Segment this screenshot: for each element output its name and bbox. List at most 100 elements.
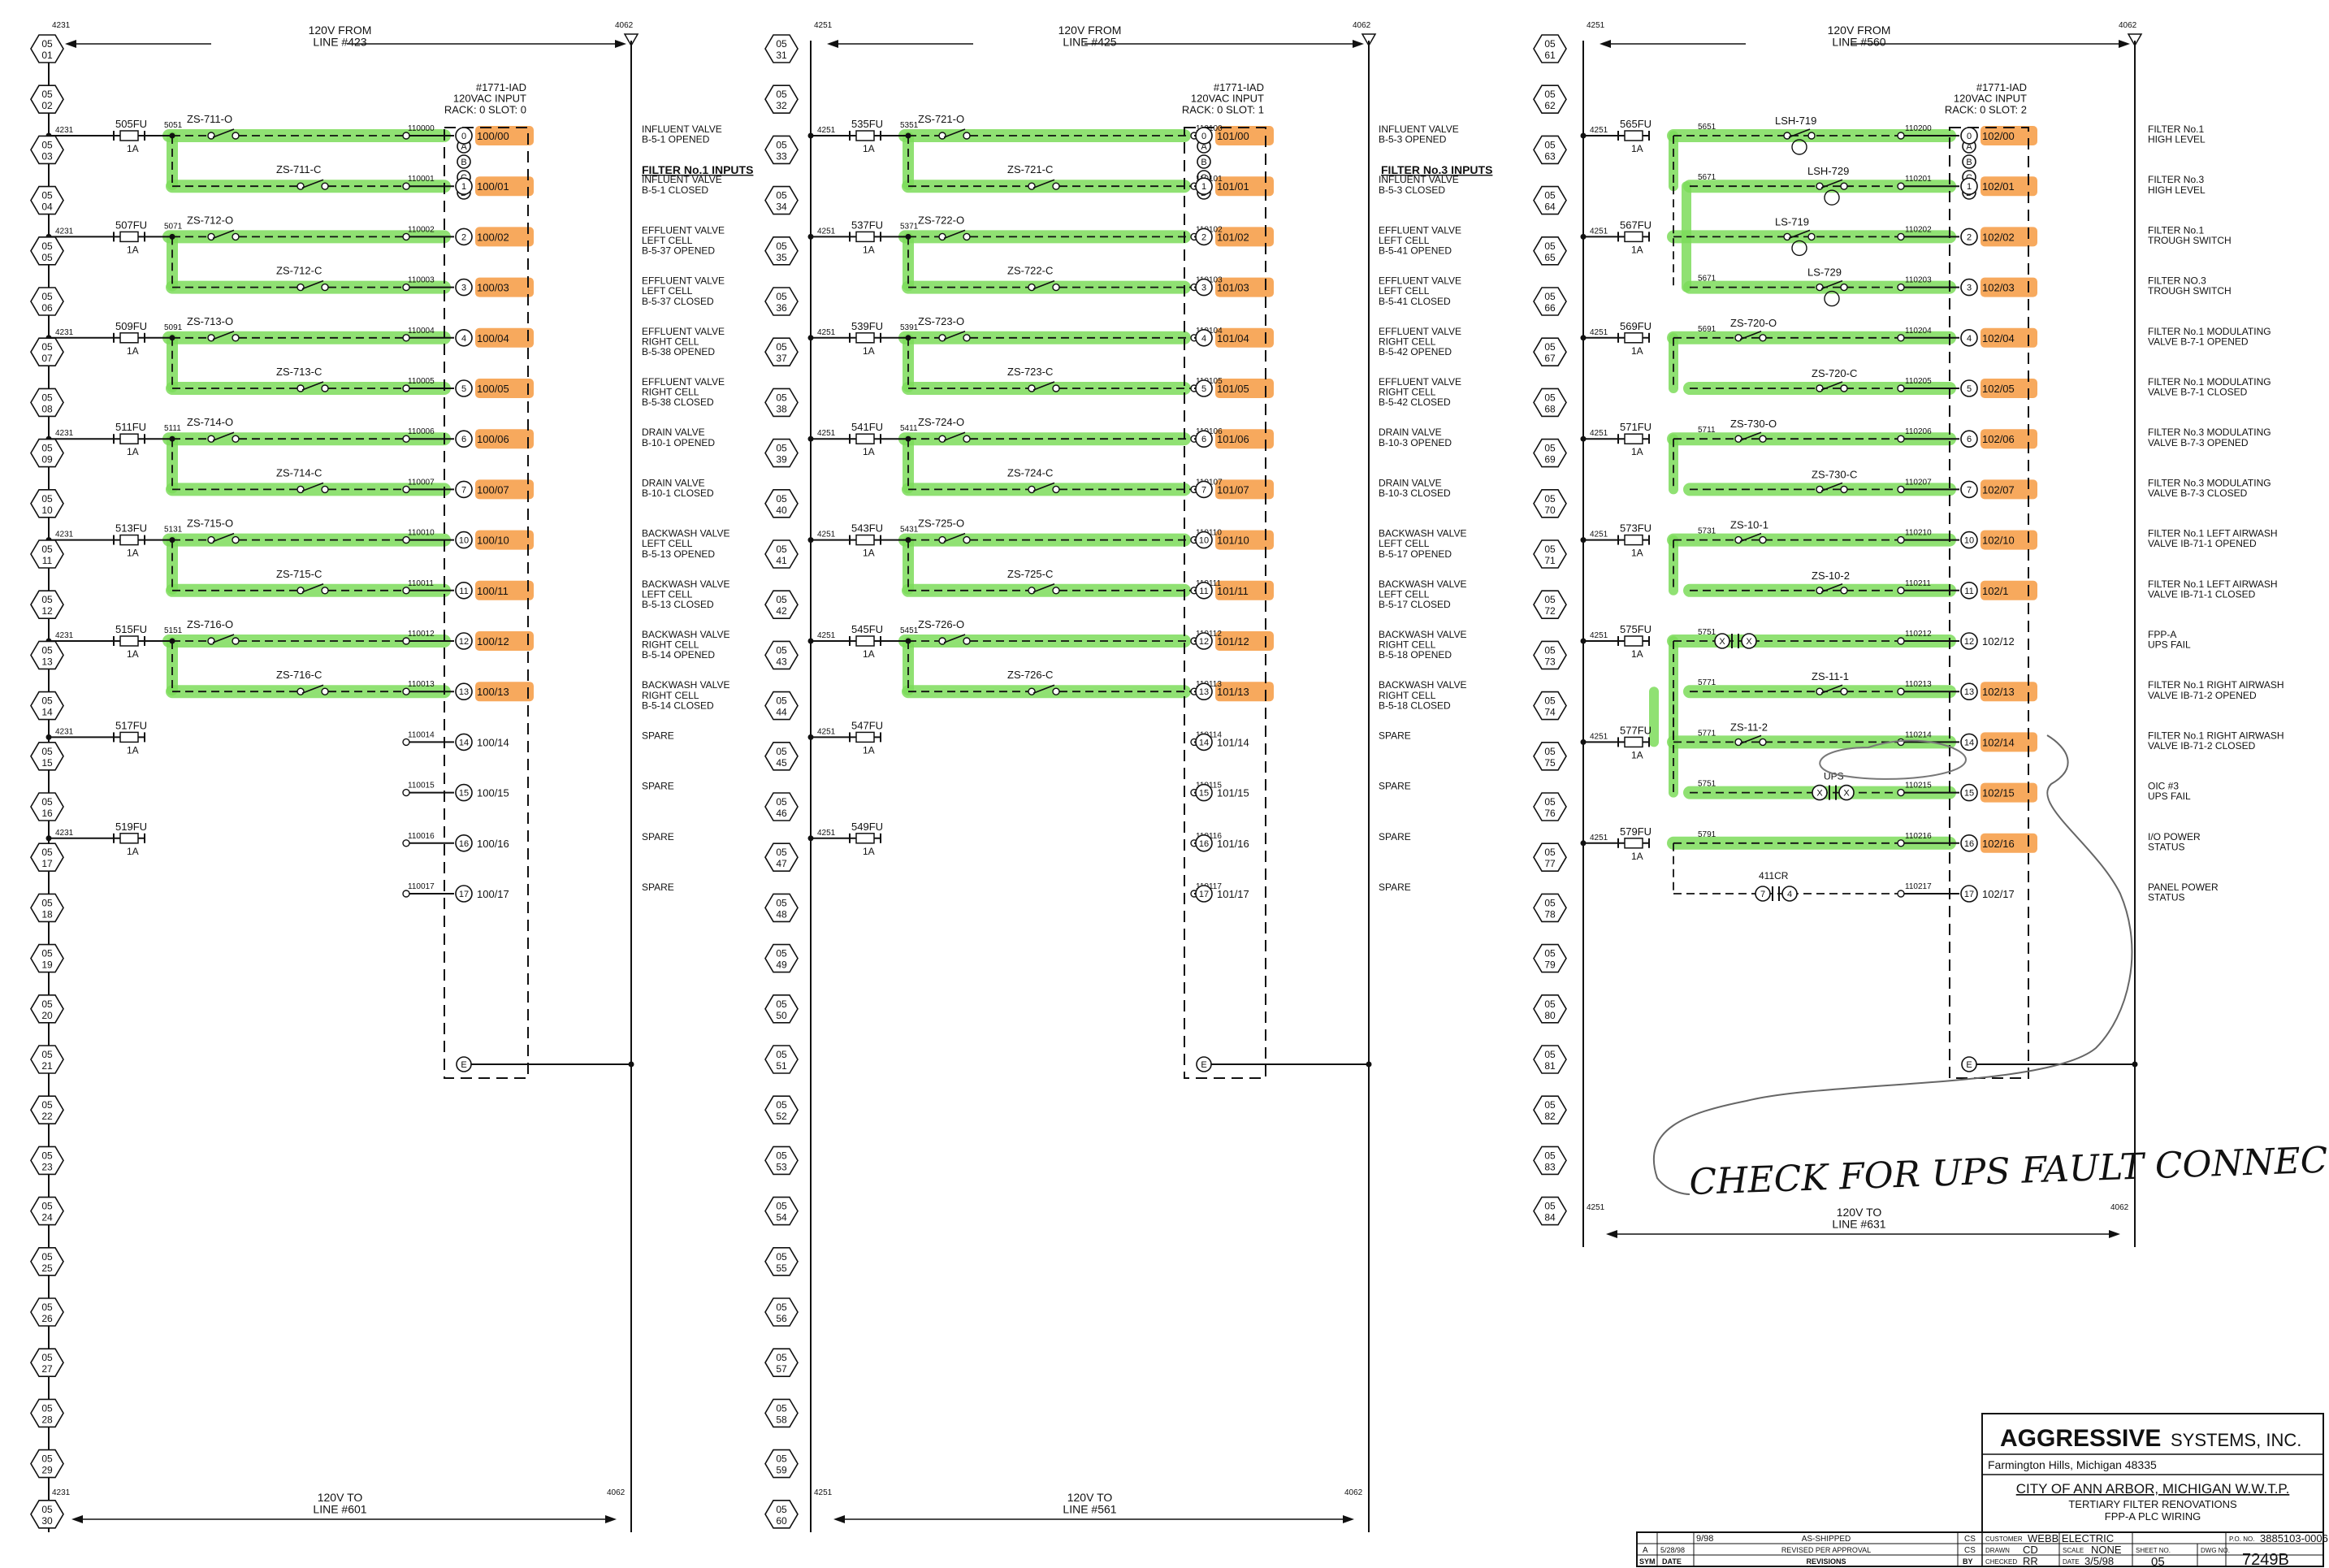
io-address: 102/17 [1982, 888, 2015, 900]
fuse-539FU-body [855, 332, 875, 344]
limit-switch-ZS-723-O-contact-a [938, 334, 946, 342]
fuse-571FU-body [1624, 433, 1643, 444]
input-terminal-12-circle [1960, 632, 1978, 650]
terminal-post [1897, 334, 1905, 342]
source-wire-number: 4231 [55, 328, 74, 337]
line-number-32-sheet: 05 [776, 89, 787, 100]
node-wire-number: 5671 [1698, 173, 1716, 182]
source-wire-number: 4231 [55, 531, 74, 539]
line-number-77-number: 77 [1544, 858, 1556, 869]
line-number-43-hexagon [764, 640, 799, 670]
orange-highlight [1981, 782, 2037, 803]
limit-switch-ZS-725-C-contact-b [1052, 587, 1060, 595]
source-wire-number: 4251 [1590, 227, 1608, 236]
line-number-26-sheet: 05 [41, 1302, 53, 1313]
orange-highlight [1981, 126, 2037, 145]
input-terminal-2-text: 2 [461, 232, 466, 242]
io-address: 102/06 [1982, 433, 2015, 445]
input-terminal-7-circle [1195, 480, 1213, 499]
line-number-15-sheet: 05 [41, 746, 53, 757]
supply-footer: 120V TO LINE #561 [1063, 1491, 1116, 1516]
input-description: SPARE [1379, 881, 1411, 893]
input-terminal-5-circle [455, 379, 473, 397]
io-module-label: #1771-IAD 120VAC INPUT RACK: 0 SLOT: 2 [1945, 81, 2027, 115]
terminal-post [1897, 839, 1905, 847]
node-wire-number: 5371 [900, 222, 919, 231]
line-number-83-sheet: 05 [1544, 1150, 1556, 1161]
input-terminal-16-circle [455, 834, 473, 852]
input-description: EFFLUENT VALVE LEFT CELL B-5-41 OPENED [1379, 224, 1461, 256]
wire-number-top-left: 4251 [1587, 21, 1605, 30]
io-address: 100/04 [477, 332, 509, 344]
io-address: 100/02 [477, 231, 509, 243]
line-number-43-sheet: 05 [776, 644, 787, 656]
terminal-post [1897, 283, 1905, 292]
sheet-label: SHEET NO. [2136, 1547, 2171, 1554]
line-number-35-number: 35 [776, 252, 787, 263]
line-number-41-sheet: 05 [776, 544, 787, 555]
line-number-65-sheet: 05 [1544, 240, 1556, 252]
node-wire-number: 5451 [900, 626, 919, 635]
limit-switch-ZS-716-O-blade [212, 634, 235, 643]
fuse-577FU-amp: 1A [1631, 749, 1643, 760]
line-number-36-hexagon [764, 287, 799, 316]
input-terminal-14-text: 14 [459, 738, 469, 747]
customer-label: CUSTOMER [1985, 1536, 2023, 1543]
io-address: 100/07 [477, 483, 509, 496]
limit-switch-ZS-711-O-blade [212, 128, 235, 138]
input-description: BACKWASH VALVE RIGHT CELL B-5-18 CLOSED [1379, 679, 1466, 711]
switch-tag: ZS-716-O [187, 618, 233, 630]
input-description: FILTER No.3 MODULATING VALVE B-7-3 OPENED [2148, 427, 2271, 448]
fuse-541FU-amp: 1A [863, 446, 875, 457]
line-number-62-hexagon [1533, 84, 1567, 114]
panel-1: 505FU1A507FU1A509FU1A511FU1A513FU1A515FU… [45, 33, 639, 1532]
terminal-post [1897, 738, 1905, 747]
limit-switch-ZS-724-C-blade [1032, 482, 1055, 492]
ground-terminal-circle [1196, 1056, 1212, 1072]
limit-switch-ZS-10-1-contact-b [1759, 535, 1767, 544]
line-number-49-hexagon [764, 943, 799, 973]
line-number-44-sheet: 05 [776, 695, 787, 707]
io-address: 101/10 [1217, 535, 1249, 547]
line-number-13-hexagon [30, 640, 64, 670]
junction-dot [1580, 335, 1587, 341]
node-wire-number: 5731 [1698, 527, 1716, 536]
line-number-49-number: 49 [776, 959, 787, 971]
orange-highlight [1215, 126, 1274, 145]
line-number-61-sheet: 05 [1544, 38, 1556, 50]
source-wire-number: 4231 [55, 227, 74, 236]
line-number-17-number: 17 [41, 858, 53, 869]
orange-highlight [1981, 682, 2037, 702]
line-number-61-number: 61 [1544, 50, 1556, 61]
limit-switch-ZS-716-C-contact-b [321, 687, 329, 695]
input-terminal-13-text: 13 [1199, 687, 1209, 697]
line-number-12-number: 12 [41, 605, 53, 617]
rev-1-desc: AS-SHIPPED [1802, 1535, 1851, 1544]
terminal-address: 110005 [408, 377, 435, 386]
limit-switch-ZS-715-C-contact-a [297, 587, 305, 595]
limit-switch-ZS-726-O-contact-a [938, 637, 946, 645]
io-address: 101/00 [1217, 130, 1249, 142]
panel-2: 535FU1A537FU1A539FU1A541FU1A543FU1A545FU… [807, 33, 1377, 1532]
line-number-45-hexagon [764, 741, 799, 771]
input-terminal-5-circle [1195, 379, 1213, 397]
line-number-03-hexagon [30, 135, 64, 165]
switch-tag: LS-719 [1775, 215, 1809, 227]
input-description: SPARE [642, 831, 674, 842]
panel-3: 565FU1A567FU1A569FU1A571FU1A573FU1A575FU… [1580, 33, 2143, 1247]
fuse-505FU-body [119, 130, 139, 141]
line-number-06-sheet: 05 [41, 291, 53, 302]
io-address: 100/00 [477, 130, 509, 142]
limit-switch-ZS-723-O-contact-b [963, 334, 971, 342]
limit-switch-ZS-713-C-contact-a [297, 384, 305, 392]
wire-number-top-right: 4062 [2119, 21, 2137, 30]
junction-dot [1580, 840, 1587, 847]
junction-dot [1580, 739, 1587, 745]
header-arrow-head [827, 40, 838, 48]
orange-highlight [475, 429, 534, 449]
ground-terminal-text: E [1201, 1060, 1206, 1070]
junction-dot [807, 132, 814, 139]
limit-switch-ZS-724-O-contact-a [938, 435, 946, 443]
io-address: 101/15 [1217, 787, 1249, 799]
limit-switch-ZS-730-C-contact-b [1840, 485, 1848, 494]
